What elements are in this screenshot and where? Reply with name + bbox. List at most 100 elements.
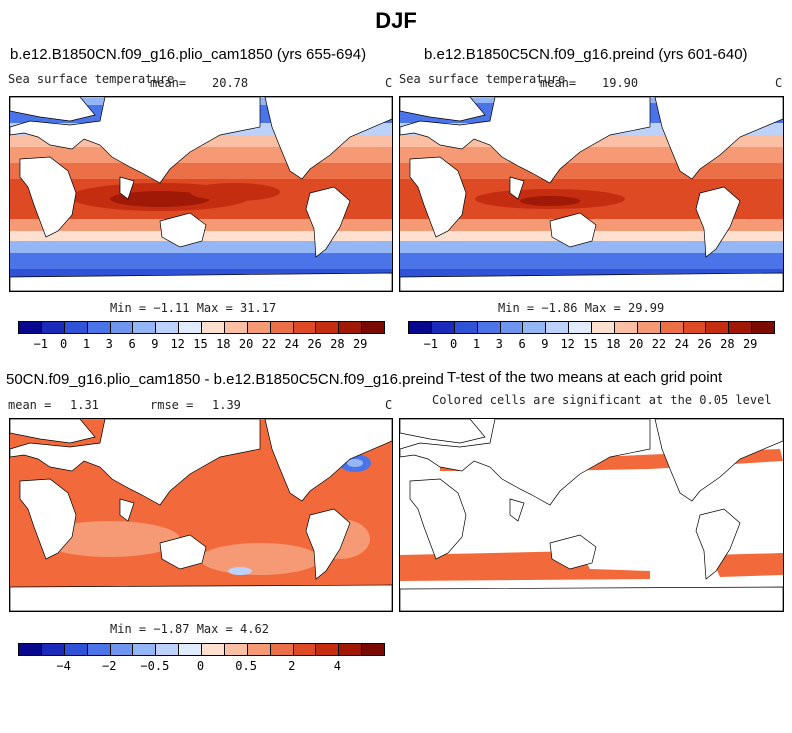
colorbar-swatch: [64, 644, 88, 655]
colorbar-swatch: [706, 322, 730, 333]
panel4-map: [399, 418, 784, 612]
colorbar-swatch: [270, 322, 294, 333]
panel1-sst-field: [10, 97, 392, 291]
colorbar-tick-label: 0: [196, 659, 205, 673]
panel2-mean-label: mean=: [540, 76, 577, 90]
panel1-title: b.e12.B1850CN.f09_g16.plio_cam1850 (yrs …: [10, 46, 367, 63]
colorbar-tick-label: 29: [352, 337, 368, 351]
panel3-mean-value: 1.31: [70, 398, 99, 412]
colorbar-swatch: [500, 322, 524, 333]
colorbar-swatch: [569, 322, 592, 333]
colorbar-swatch: [431, 322, 455, 333]
panel3-mean-label: mean =: [8, 398, 52, 412]
colorbar-swatch: [362, 644, 384, 655]
panel2-title: b.e12.B1850C5CN.f09_g16.preind (yrs 601-…: [424, 46, 748, 63]
panel4-title: T-test of the two means at each grid poi…: [447, 369, 723, 386]
colorbar-swatch: [270, 644, 294, 655]
colorbar-swatch: [293, 644, 317, 655]
colorbar-tick-label: 6: [518, 337, 526, 351]
colorbar-swatch: [293, 322, 317, 333]
colorbar-swatch: [637, 322, 661, 333]
colorbar-swatch: [247, 644, 271, 655]
colorbar-swatch: [156, 322, 180, 333]
colorbar-tick-label: 26: [307, 337, 322, 351]
colorbar-tick-label: 18: [606, 337, 621, 351]
colorbar-tick-label: 28: [330, 337, 345, 351]
colorbar-tick-label: −1: [33, 337, 49, 351]
colorbar-swatch: [614, 322, 638, 333]
panel3-rmse-label: rmse =: [150, 398, 194, 412]
colorbar-swatch: [19, 644, 42, 655]
colorbar-tick-label: 12: [170, 337, 185, 351]
panel1-mean-label: mean=: [150, 76, 187, 90]
panel1-minmax: Min = −1.11 Max = 31.17: [110, 301, 277, 315]
colorbar-tick-label: 4: [333, 659, 341, 673]
colorbar-swatch: [592, 322, 615, 333]
panel1-colorbar: [18, 321, 385, 334]
colorbar-swatch: [523, 322, 547, 333]
colorbar-tick-label: −0.5: [140, 659, 170, 673]
colorbar-swatch: [64, 322, 88, 333]
panel1-variable: Sea surface temperature: [8, 72, 175, 86]
panel2-minmax: Min = −1.86 Max = 29.99: [498, 301, 665, 315]
panel4-subtitle: Colored cells are significant at the 0.0…: [432, 393, 772, 407]
colorbar-swatch: [87, 322, 111, 333]
panel3-rmse-value: 1.39: [212, 398, 241, 412]
colorbar-tick-label: −1: [423, 337, 439, 351]
colorbar-tick-label: 12: [560, 337, 575, 351]
panel2-mean-value: 19.90: [602, 76, 639, 90]
panel3-diff-field: [10, 419, 392, 611]
colorbar-tick-label: 22: [261, 337, 277, 351]
colorbar-swatch: [477, 322, 501, 333]
colorbar-tick-label: 18: [216, 337, 231, 351]
colorbar-swatch: [683, 322, 707, 333]
colorbar-tick-label: 2: [288, 659, 296, 673]
colorbar-swatch: [729, 322, 753, 333]
panel2-map: [399, 96, 784, 292]
colorbar-tick-label: 6: [128, 337, 136, 351]
colorbar-swatch: [247, 322, 271, 333]
colorbar-tick-label: −2: [102, 659, 117, 673]
colorbar-swatch: [224, 322, 248, 333]
colorbar-swatch: [339, 322, 363, 333]
colorbar-tick-label: 3: [495, 337, 503, 351]
colorbar-tick-label: 24: [284, 337, 299, 351]
colorbar-swatch: [19, 322, 42, 333]
panel3-units: C: [385, 398, 393, 412]
page-title: DJF: [375, 8, 417, 33]
colorbar-swatch: [546, 322, 570, 333]
colorbar-swatch: [362, 322, 384, 333]
panel1-mean-value: 20.78: [212, 76, 249, 90]
panel3-minmax: Min = −1.87 Max = 4.62: [110, 622, 269, 636]
panel2-sst-field: [400, 97, 783, 291]
panel2-variable: Sea surface temperature: [399, 72, 566, 86]
colorbar-tick-label: −4: [56, 659, 71, 673]
colorbar-swatch: [87, 644, 111, 655]
colorbar-swatch: [752, 322, 774, 333]
colorbar-swatch: [179, 322, 202, 333]
panel4-significance-field: [400, 419, 783, 611]
panel1-map: [9, 96, 393, 292]
panel2-colorbar: [408, 321, 775, 334]
colorbar-tick-label: 1: [472, 337, 481, 351]
colorbar-swatch: [339, 644, 363, 655]
colorbar-tick-label: 3: [105, 337, 113, 351]
colorbar-swatch: [133, 322, 157, 333]
colorbar-swatch: [179, 644, 202, 655]
panel1-units: C: [385, 76, 393, 90]
colorbar-tick-label: 20: [628, 337, 644, 351]
colorbar-swatch: [409, 322, 432, 333]
colorbar-tick-label: 22: [651, 337, 667, 351]
colorbar-tick-label: 0: [450, 337, 458, 351]
panel2-units: C: [775, 76, 783, 90]
colorbar-tick-label: 0: [60, 337, 68, 351]
colorbar-tick-label: 1: [82, 337, 91, 351]
colorbar-swatch: [41, 322, 65, 333]
colorbar-tick-label: 24: [674, 337, 689, 351]
colorbar-tick-label: 28: [720, 337, 735, 351]
panel3-colorbar: [18, 643, 385, 656]
colorbar-tick-label: 15: [583, 337, 598, 351]
colorbar-swatch: [202, 322, 225, 333]
colorbar-swatch: [316, 644, 340, 655]
colorbar-swatch: [316, 322, 340, 333]
